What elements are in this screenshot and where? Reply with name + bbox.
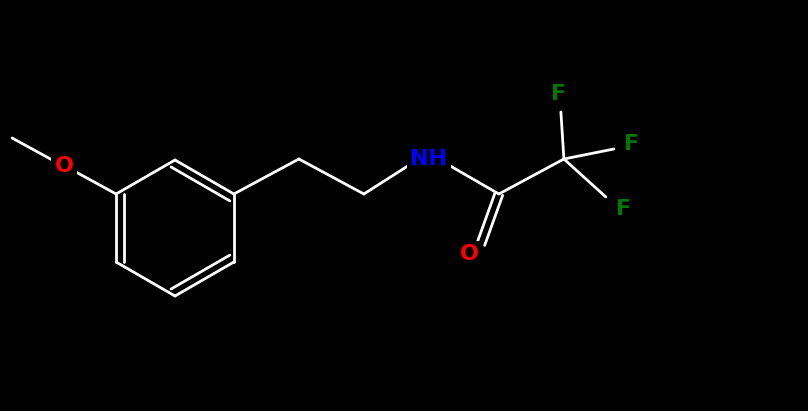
Text: NH: NH bbox=[410, 149, 448, 169]
Text: O: O bbox=[55, 156, 74, 176]
Text: F: F bbox=[625, 134, 639, 154]
Text: F: F bbox=[617, 199, 632, 219]
Text: O: O bbox=[460, 244, 478, 264]
Text: F: F bbox=[551, 84, 566, 104]
